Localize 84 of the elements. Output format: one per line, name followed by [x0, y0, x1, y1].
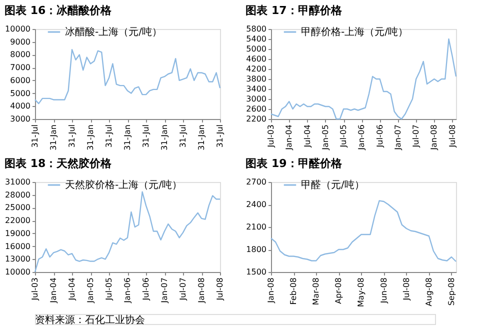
x-tick-label: Jul-08 — [216, 278, 224, 302]
line-series — [270, 200, 457, 262]
y-tick-label: 5400 — [246, 34, 266, 44]
y-tick-label: 8000 — [10, 50, 30, 60]
x-tick-label: May-08 — [356, 278, 366, 307]
y-tick-label: 31000 — [5, 178, 30, 186]
x-tick-label: 31-Jul — [30, 124, 40, 148]
x-tick-label: 31-Jul — [104, 124, 114, 148]
x-tick-label: 31-Jul — [68, 124, 76, 148]
legend-label: 冰醋酸-上海（元/吨） — [65, 26, 162, 38]
y-tick-label: 25000 — [5, 203, 30, 212]
x-tick-label: Jul-03 — [30, 278, 40, 302]
x-tick-label: Jan-05 — [86, 278, 95, 304]
x-tick-label: Jan-08 — [430, 124, 439, 151]
x-tick-label: Jan-07 — [160, 278, 169, 304]
y-tick-label: 2400 — [246, 200, 266, 209]
y-tick-label: 3000 — [246, 94, 266, 104]
x-tick-label: Jul-04 — [302, 124, 312, 148]
x-tick-label: 31-Jan — [197, 124, 206, 150]
y-tick-label: 9000 — [10, 37, 30, 46]
line-series — [34, 48, 221, 104]
y-tick-label: 22000 — [5, 216, 30, 226]
y-tick-label: 2600 — [246, 104, 266, 114]
y-tick-label: 10000 — [5, 24, 30, 34]
y-tick-label: 13000 — [5, 254, 30, 264]
legend-label: 甲醇价格-上海（元/吨） — [301, 26, 408, 38]
chart-title: 图表 18：天然胶价格 — [4, 157, 113, 170]
x-tick-label: 31-Jul — [178, 124, 188, 148]
y-tick-label: 4000 — [10, 102, 30, 111]
legend-label: 天然胶价格-上海（元/吨） — [65, 179, 182, 191]
y-tick-label: 7000 — [10, 63, 30, 72]
x-tick-label: Sep-08 — [446, 278, 456, 306]
y-tick-label: 4200 — [246, 64, 266, 74]
chart-title: 图表 17：甲醇价格 — [246, 4, 343, 17]
y-tick-label: 2100 — [246, 222, 266, 232]
text: 资料来源：石化工业协会 — [35, 314, 145, 326]
y-tick-label: 28000 — [5, 190, 30, 200]
x-tick-label: Jul-08 — [402, 278, 411, 302]
y-tick-label: 3000 — [10, 114, 30, 124]
x-tick-label: Jan-07 — [393, 124, 402, 151]
x-tick-label: Jul-08 — [448, 124, 457, 148]
x-tick-label: 31-Jan — [49, 124, 58, 150]
legend-label: 甲醛（元/吨） — [301, 179, 364, 191]
y-tick-label: 2700 — [246, 178, 266, 186]
x-tick-label: Jun-08 — [379, 278, 388, 304]
y-tick-label: 3400 — [246, 84, 266, 94]
y-tick-label: 6000 — [10, 76, 30, 85]
x-tick-label: Jan-06 — [357, 124, 366, 151]
x-tick-label: Jul-06 — [142, 278, 150, 302]
x-tick-label: Jul-04 — [68, 278, 76, 302]
x-tick-label: Jul-07 — [412, 124, 421, 148]
y-tick-label: 3800 — [246, 74, 266, 84]
y-tick-label: 1500 — [246, 268, 266, 276]
y-tick-label: 5000 — [246, 44, 266, 54]
y-tick-label: 2200 — [246, 114, 266, 124]
x-tick-label: 31-Jan — [160, 124, 169, 150]
x-tick-label: 31-Jan — [123, 124, 132, 150]
x-tick-label: Jan-06 — [123, 278, 132, 304]
x-tick-label: Mar-08 — [312, 278, 321, 306]
x-tick-label: Jan-04 — [284, 124, 294, 151]
x-tick-label: 31-Jul — [142, 124, 150, 148]
x-tick-label: Jan-04 — [49, 278, 58, 304]
chart-title: 图表 19：甲醛价格 — [246, 157, 343, 170]
y-tick-label: 4600 — [246, 54, 266, 64]
chart-title: 图表 16：冰醋酸价格 — [4, 4, 113, 17]
y-tick-label: 1800 — [246, 245, 266, 254]
x-tick-label: 31-Jul — [216, 124, 224, 148]
x-tick-label: Jan-08 — [266, 278, 276, 304]
x-tick-label: Jul-03 — [266, 124, 276, 148]
x-tick-label: Jul-05 — [339, 124, 348, 148]
x-tick-label: Apr-08 — [334, 278, 344, 304]
x-tick-label: Aug-08 — [424, 278, 434, 306]
y-tick-label: 16000 — [5, 242, 30, 251]
x-tick-label: Jul-07 — [178, 278, 188, 302]
y-tick-label: 5000 — [10, 88, 30, 98]
x-tick-label: Feb-08 — [289, 278, 298, 305]
x-tick-label: Jul-05 — [104, 278, 114, 302]
y-tick-label: 19000 — [5, 228, 30, 238]
y-tick-label: 10000 — [5, 268, 30, 276]
x-tick-label: Jan-05 — [320, 124, 330, 151]
x-tick-label: 31-Jan — [86, 124, 95, 150]
x-tick-label: Jul-06 — [375, 124, 384, 148]
x-tick-label: Jan-08 — [197, 278, 206, 304]
y-tick-label: 5800 — [246, 24, 266, 34]
